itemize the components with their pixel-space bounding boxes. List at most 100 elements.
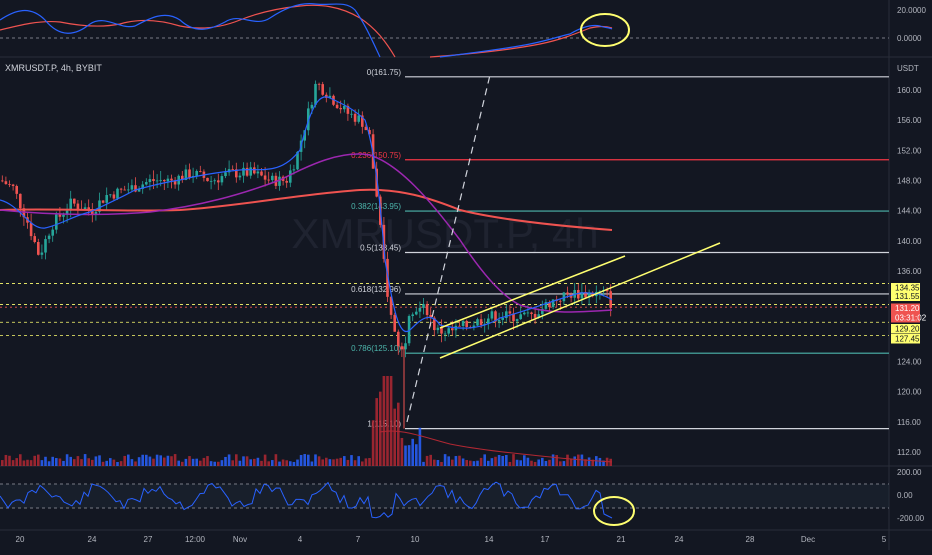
volume-bar xyxy=(562,461,566,466)
volume-bar xyxy=(350,455,353,466)
candle-body xyxy=(1,180,4,182)
candle-body xyxy=(263,175,267,180)
volume-bar xyxy=(163,457,166,466)
volume-bar xyxy=(29,460,33,466)
volume-bar xyxy=(602,460,605,466)
top-indicator-highlight-circle[interactable] xyxy=(580,13,630,47)
volume-bar xyxy=(181,461,184,466)
volume-bar xyxy=(127,454,130,466)
volume-bar xyxy=(191,458,195,466)
volume-bar xyxy=(224,456,227,466)
volume-bar xyxy=(83,454,87,466)
time-axis-label: 27 xyxy=(144,535,153,544)
candle-body xyxy=(537,314,540,318)
volume-bar xyxy=(220,460,224,466)
candle-body xyxy=(166,178,170,182)
channel-upper-line[interactable] xyxy=(439,255,626,329)
volume-bar xyxy=(566,454,569,466)
horizontal-levels[interactable] xyxy=(0,283,889,336)
volume-bar xyxy=(109,458,112,466)
price-axis[interactable]: 160.00 156.00 152.00 148.00 144.00 140.00 136.… xyxy=(891,86,927,457)
candle-body xyxy=(476,319,479,326)
price-highlight-badge xyxy=(891,283,920,293)
volume-bar xyxy=(76,456,80,466)
candle-body xyxy=(296,151,299,170)
candle-body xyxy=(19,193,22,209)
volume-bar xyxy=(454,456,458,466)
price-axis-label: 136.00 xyxy=(897,267,922,276)
candle-body xyxy=(65,210,69,215)
price-axis-label: 156.00 xyxy=(897,116,922,125)
candle-body xyxy=(224,172,227,177)
candle-body xyxy=(148,179,152,183)
volume-bar xyxy=(386,376,389,466)
price-highlight-label: 129.20 xyxy=(895,325,920,334)
time-axis-label: 21 xyxy=(617,535,626,544)
volume-bar xyxy=(555,455,558,466)
candle-body xyxy=(350,113,353,115)
candle-body xyxy=(339,108,342,110)
volume-bar xyxy=(436,460,440,466)
volume-bar xyxy=(40,460,44,466)
candle-body xyxy=(321,84,324,95)
volume-bar xyxy=(397,402,400,466)
volume-bar xyxy=(469,460,472,466)
volume-bar xyxy=(289,461,292,466)
volume-bar xyxy=(443,454,447,466)
candle-body xyxy=(526,312,530,314)
volume-bar xyxy=(577,454,580,466)
volume-bar xyxy=(461,458,465,466)
volume-bar xyxy=(335,458,339,466)
candle-body xyxy=(303,130,306,141)
candle-body xyxy=(44,239,47,253)
candle-body xyxy=(159,179,162,181)
candle-body xyxy=(73,198,76,204)
volume-bar xyxy=(508,461,512,466)
bottom-axis-label-1: 200.00 xyxy=(897,468,922,477)
candle-body xyxy=(242,167,245,176)
candle-body xyxy=(47,235,51,240)
volume-bar xyxy=(400,437,404,466)
volume-bar xyxy=(375,398,378,466)
volume-bar xyxy=(404,445,407,466)
candle-body xyxy=(76,203,80,210)
top-axis-label-1: 20.0000 xyxy=(897,6,926,15)
volume-bar xyxy=(346,459,350,466)
channel-lower-line[interactable] xyxy=(439,242,721,359)
price-axis-label: 140.00 xyxy=(897,237,922,246)
candle-body xyxy=(141,184,144,189)
time-axis-label: 12:00 xyxy=(185,535,206,544)
volume-bar xyxy=(62,460,65,466)
volume-bar xyxy=(314,454,317,466)
candle-body xyxy=(353,113,357,122)
candle-body xyxy=(119,188,123,190)
candle-body xyxy=(83,207,87,210)
candle-body xyxy=(584,291,587,298)
candle-body xyxy=(145,182,148,185)
volume-bar xyxy=(249,459,252,466)
candle-body xyxy=(368,130,371,135)
candle-body xyxy=(505,311,508,319)
candle-body xyxy=(544,302,548,309)
candle-body xyxy=(523,312,526,315)
volume-bar xyxy=(26,459,29,466)
candle-body xyxy=(343,105,346,110)
volume-bar xyxy=(364,458,368,466)
volume-bar xyxy=(137,457,141,466)
candle-body xyxy=(479,319,483,325)
volume-bar xyxy=(4,454,8,466)
time-axis-label: 7 xyxy=(356,535,361,544)
volume-bar xyxy=(159,455,162,466)
bottom-indicator-highlight-circle[interactable] xyxy=(593,496,635,526)
volume-bar xyxy=(119,461,123,466)
volume-bar xyxy=(407,445,411,466)
ma-mid-line xyxy=(0,153,613,313)
volume-bar xyxy=(55,458,58,466)
volume-bar xyxy=(274,454,278,466)
volume-bar xyxy=(569,458,573,466)
volume-bar xyxy=(501,455,504,466)
volume-bar xyxy=(357,456,360,466)
time-axis[interactable]: 20 24 27 12:00 Nov 4 7 10 14 17 21 24 28 Dec 5 xyxy=(16,535,887,544)
